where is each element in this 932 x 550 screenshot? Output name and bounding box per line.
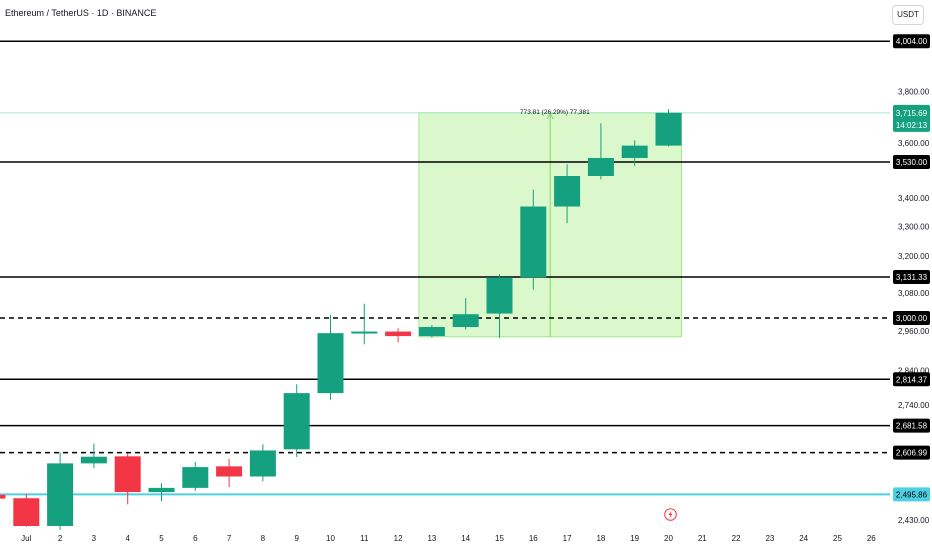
level-price-label: 2,681.58 bbox=[896, 422, 928, 431]
x-tick-label: 4 bbox=[125, 534, 130, 543]
x-tick-label: Jul bbox=[21, 534, 31, 543]
y-tick-label: 3,200.00 bbox=[898, 252, 930, 261]
x-tick-label: 2 bbox=[58, 534, 63, 543]
level-price-badge bbox=[893, 34, 930, 49]
candle-body[interactable] bbox=[587, 157, 614, 177]
currency-button[interactable]: USDT bbox=[892, 5, 924, 25]
candle-body[interactable] bbox=[182, 467, 209, 488]
x-tick-label: 21 bbox=[698, 534, 707, 543]
level-price-label: 3,131.33 bbox=[896, 273, 928, 282]
candle-body[interactable] bbox=[486, 277, 513, 314]
x-tick-label: 19 bbox=[630, 534, 639, 543]
candle-body[interactable] bbox=[283, 393, 310, 450]
candle-body[interactable] bbox=[554, 176, 581, 207]
x-tick-label: 14 bbox=[461, 534, 470, 543]
level-price-badge bbox=[893, 269, 930, 284]
last-price-badge bbox=[893, 104, 930, 132]
chart-title: Ethereum / TetherUS · 1D · BINANCE bbox=[5, 8, 157, 18]
x-tick-label: 26 bbox=[867, 534, 876, 543]
y-tick-label: 3,800.00 bbox=[898, 87, 930, 96]
level-price-label: 2,814.37 bbox=[896, 375, 928, 384]
x-tick-label: 6 bbox=[193, 534, 198, 543]
level-price-badge bbox=[893, 445, 930, 460]
candle-body[interactable] bbox=[148, 487, 175, 493]
x-tick-label: 10 bbox=[326, 534, 335, 543]
level-price-badge bbox=[893, 487, 930, 502]
x-tick-label: 8 bbox=[261, 534, 266, 543]
x-tick-label: 7 bbox=[227, 534, 232, 543]
y-tick-label: 3,080.00 bbox=[898, 289, 930, 298]
level-price-label: 4,004.00 bbox=[896, 37, 928, 46]
y-tick-label: 2,740.00 bbox=[898, 401, 930, 410]
x-tick-label: 23 bbox=[765, 534, 774, 543]
candle-body[interactable] bbox=[80, 456, 107, 464]
x-tick-label: 16 bbox=[529, 534, 538, 543]
y-tick-label: 2,430.00 bbox=[898, 516, 930, 525]
countdown-label: 14:02:13 bbox=[896, 121, 928, 130]
x-tick-label: 18 bbox=[596, 534, 605, 543]
x-tick-label: 22 bbox=[732, 534, 741, 543]
candle-body[interactable] bbox=[452, 314, 479, 328]
candle-body[interactable] bbox=[621, 145, 648, 158]
candle-body[interactable] bbox=[216, 466, 243, 477]
candle-body[interactable] bbox=[47, 463, 74, 527]
x-tick-label: 20 bbox=[664, 534, 673, 543]
measure-label: 773.81 (26.29%) 77,381 bbox=[520, 109, 590, 116]
level-price-label: 2,606.99 bbox=[896, 449, 928, 458]
level-price-badge bbox=[893, 372, 930, 387]
y-tick-label: 3,400.00 bbox=[898, 194, 930, 203]
x-tick-label: 25 bbox=[833, 534, 842, 543]
x-tick-label: 24 bbox=[799, 534, 808, 543]
x-tick-label: 11 bbox=[360, 534, 369, 543]
x-tick-label: 5 bbox=[159, 534, 164, 543]
lightning-event-icon[interactable] bbox=[664, 508, 677, 521]
x-tick-label: 17 bbox=[563, 534, 572, 543]
level-price-label: 3,530.00 bbox=[896, 158, 928, 167]
candle-body[interactable] bbox=[351, 331, 378, 334]
x-tick-label: 15 bbox=[495, 534, 504, 543]
x-tick-label: 12 bbox=[394, 534, 403, 543]
level-price-badge bbox=[893, 418, 930, 433]
level-price-badge bbox=[893, 311, 930, 326]
y-tick-label: 3,600.00 bbox=[898, 139, 930, 148]
y-tick-label: 2,840.00 bbox=[898, 367, 930, 376]
last-price-label: 3,715.69 bbox=[896, 109, 928, 118]
y-tick-label: 2,960.00 bbox=[898, 327, 930, 336]
candle-body[interactable] bbox=[114, 456, 141, 493]
candle-body[interactable] bbox=[655, 112, 682, 146]
level-price-label: 2,495.86 bbox=[896, 490, 928, 499]
x-tick-label: 3 bbox=[92, 534, 97, 543]
candle-body[interactable] bbox=[385, 331, 412, 337]
candle-body[interactable] bbox=[418, 327, 445, 337]
x-tick-label: 9 bbox=[294, 534, 299, 543]
y-tick-label: 3,300.00 bbox=[898, 223, 930, 232]
candle-body[interactable] bbox=[0, 494, 6, 499]
candle-body[interactable] bbox=[249, 450, 276, 477]
level-price-label: 3,000.00 bbox=[896, 314, 928, 323]
candle-body[interactable] bbox=[520, 206, 547, 278]
candle-body[interactable] bbox=[13, 498, 40, 527]
price-range-arrowhead bbox=[546, 112, 554, 120]
level-price-badge bbox=[893, 155, 930, 170]
candle-body[interactable] bbox=[317, 333, 344, 394]
x-tick-label: 13 bbox=[427, 534, 436, 543]
